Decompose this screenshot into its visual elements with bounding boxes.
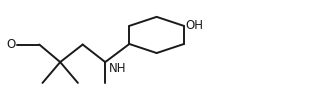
Text: NH: NH [109,62,126,75]
Text: OH: OH [185,19,203,32]
Text: O: O [6,38,15,51]
